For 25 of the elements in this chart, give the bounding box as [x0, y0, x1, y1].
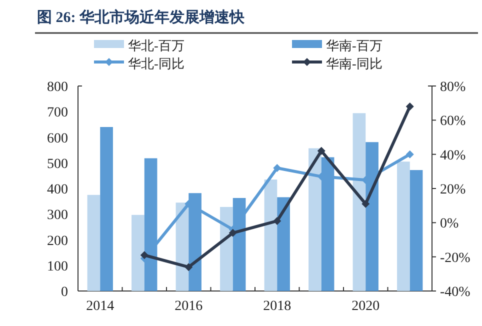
legend-label: 华北-同比 [128, 56, 184, 71]
x-tick-label: 2016 [174, 299, 203, 314]
chart-title: 图 26: 华北市场近年发展增速快 [37, 8, 246, 26]
y2-tick-label: 20% [440, 182, 466, 198]
y-tick-label: 700 [47, 106, 68, 121]
x-tick-label: 2020 [352, 299, 380, 314]
legend-label: 华北-百万 [128, 38, 184, 53]
y2-tick-label: -20% [440, 250, 471, 266]
y2-tick-label: 60% [440, 114, 466, 130]
y2-tick-label: 80% [440, 80, 466, 95]
y2-tick-label: -40% [440, 285, 471, 300]
legend-label: 华南-百万 [326, 38, 382, 53]
y-tick-label: 200 [47, 234, 68, 249]
y-tick-label: 300 [47, 208, 68, 224]
y2-tick-label: 40% [440, 148, 466, 164]
y-tick-label: 0 [61, 285, 68, 300]
y2-tick-label: 0% [440, 216, 459, 232]
legend-label: 华南-同比 [326, 56, 382, 71]
y-tick-label: 600 [47, 131, 68, 146]
x-tick-label: 2018 [263, 299, 292, 314]
y-tick-label: 800 [47, 80, 68, 95]
y-tick-label: 400 [47, 182, 68, 198]
x-tick-label: 2014 [86, 299, 114, 314]
y-tick-label: 500 [47, 156, 68, 172]
y-tick-label: 100 [47, 259, 68, 274]
